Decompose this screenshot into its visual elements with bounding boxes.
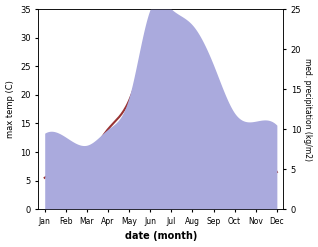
Y-axis label: med. precipitation (kg/m2): med. precipitation (kg/m2) [303, 58, 313, 161]
X-axis label: date (month): date (month) [125, 231, 197, 242]
Y-axis label: max temp (C): max temp (C) [5, 80, 15, 138]
